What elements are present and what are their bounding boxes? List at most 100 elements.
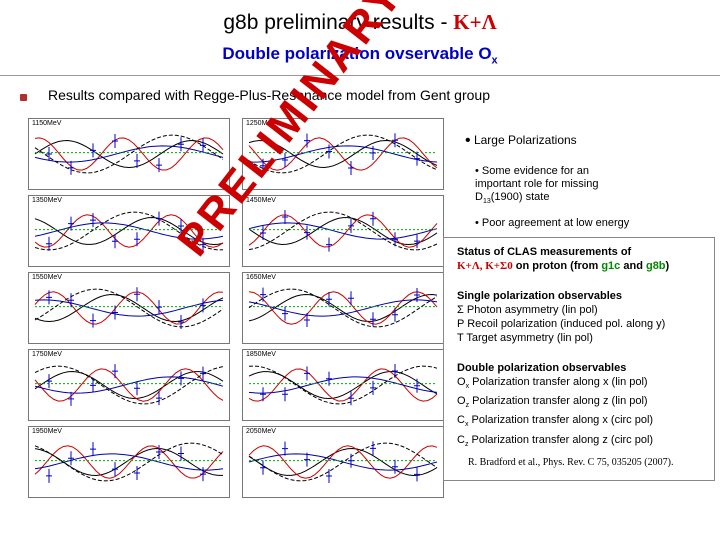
- data-point: [112, 234, 118, 249]
- double-pol-item: Cx Polarization transfer along x (circ p…: [457, 413, 653, 432]
- data-point: [46, 236, 52, 251]
- data-point: [68, 293, 74, 308]
- sym-sub: z: [465, 402, 470, 410]
- data-point: [90, 213, 96, 228]
- sym: O: [457, 395, 466, 408]
- data-point: [112, 134, 118, 149]
- plot-panel: 1550MeV: [28, 272, 230, 344]
- panel-energy-label: 1150MeV: [32, 120, 62, 127]
- plot-panel: 1750MeV: [28, 349, 230, 421]
- model-curve: [248, 222, 438, 240]
- data-point: [282, 306, 288, 321]
- data-point: [46, 290, 52, 305]
- model-curve: [34, 222, 224, 240]
- data-point: [326, 292, 332, 307]
- desc: Polarization transfer along z (lin pol): [469, 395, 648, 408]
- model-curve: [34, 370, 224, 400]
- note-large-polarizations: • Large Polarizations: [465, 132, 577, 150]
- model-curve: [248, 365, 438, 405]
- data-point: [370, 441, 376, 456]
- single-pol-list: Σ Photon asymmetry (lin pol) P Recoil po…: [457, 303, 665, 345]
- data-point: [282, 387, 288, 402]
- model-curve: [248, 447, 438, 477]
- data-point: [414, 234, 420, 249]
- plot-panel: 1850MeV: [242, 349, 444, 421]
- data-point: [414, 378, 420, 393]
- data-point: [200, 366, 206, 381]
- double-pol-title: Double polarization observables: [457, 362, 627, 374]
- single-pol-item: P Recoil polarization (induced pol. alon…: [457, 318, 666, 330]
- title-prefix: g8b preliminary results -: [223, 11, 454, 34]
- model-curve: [34, 442, 224, 482]
- panel-energy-label: 1550MeV: [32, 274, 62, 281]
- model-curve: [34, 293, 224, 323]
- sym-sub: z: [464, 440, 469, 448]
- data-point: [370, 145, 376, 160]
- data-point: [90, 442, 96, 457]
- panel-energy-label: 2050MeV: [246, 428, 276, 435]
- data-point: [348, 391, 354, 406]
- data-point: [46, 147, 52, 161]
- data-point: [282, 441, 288, 456]
- data-point: [392, 133, 398, 148]
- data-point: [326, 371, 332, 386]
- note-text: Poor agreement at low energy: [481, 217, 630, 229]
- plot-panel: 1450MeV: [242, 195, 444, 267]
- data-point: [348, 291, 354, 306]
- data-point: [348, 453, 354, 468]
- model-curve: [248, 145, 438, 163]
- data-point: [200, 467, 206, 482]
- data-point: [156, 391, 162, 406]
- data-point: [134, 153, 140, 168]
- data-point: [304, 366, 310, 381]
- model-curve: [248, 445, 438, 479]
- panel-energy-label: 1650MeV: [246, 274, 276, 281]
- note-missing-state: • Some evidence for an important role fo…: [475, 165, 599, 206]
- single-pol-title: Single polarization observables: [457, 290, 623, 302]
- model-curve: [248, 291, 438, 325]
- panel-energy-label: 1450MeV: [246, 197, 276, 204]
- data-point: [178, 137, 184, 152]
- panel-energy-label: 1250MeV: [246, 120, 276, 127]
- data-point: [370, 211, 376, 226]
- data-point: [112, 462, 118, 477]
- status-g1c: g1c: [601, 260, 621, 272]
- data-point: [260, 387, 266, 402]
- note-low-energy: • Poor agreement at low energy: [475, 217, 630, 229]
- single-pol-item: Σ Photon asymmetry (lin pol): [457, 304, 598, 316]
- data-point: [68, 216, 74, 231]
- bullet-dot-icon: •: [465, 132, 471, 149]
- data-point: [326, 468, 332, 483]
- status-heading-2: K+Λ, K+Σ0 on proton (from g1c and g8b): [457, 259, 669, 273]
- subtitle-main: Double polarization ovservable O: [222, 44, 492, 63]
- data-point: [68, 160, 74, 175]
- model-curve: [248, 442, 438, 482]
- sym-sub: x: [465, 383, 470, 391]
- title-divider: [0, 75, 720, 76]
- data-point: [90, 143, 96, 158]
- data-point: [414, 151, 420, 166]
- model-curve: [248, 376, 438, 394]
- model-curve: [248, 368, 438, 402]
- data-point: [134, 466, 140, 481]
- status-text: and: [620, 260, 646, 272]
- main-bullet-text: Results compared with Regge-Plus-Resonan…: [48, 87, 490, 103]
- data-point: [370, 380, 376, 395]
- data-point: [200, 237, 206, 252]
- data-point: [200, 298, 206, 313]
- model-curve: [34, 214, 224, 248]
- status-text: ): [665, 260, 670, 272]
- data-point: [282, 210, 288, 225]
- slide-title: g8b preliminary results - K+Λ: [0, 10, 720, 35]
- data-point: [260, 225, 266, 240]
- data-point: [134, 287, 140, 302]
- double-pol-list: Ox Polarization transfer along x (lin po…: [457, 375, 653, 452]
- model-curve: [248, 211, 438, 251]
- data-point: [414, 467, 420, 482]
- note-text: (1900) state: [490, 191, 550, 203]
- data-point: [46, 468, 52, 483]
- sym: O: [457, 376, 466, 388]
- desc: Polarization transfer along z (circ pol): [468, 433, 654, 446]
- model-curve: [34, 139, 224, 169]
- data-point: [112, 364, 118, 379]
